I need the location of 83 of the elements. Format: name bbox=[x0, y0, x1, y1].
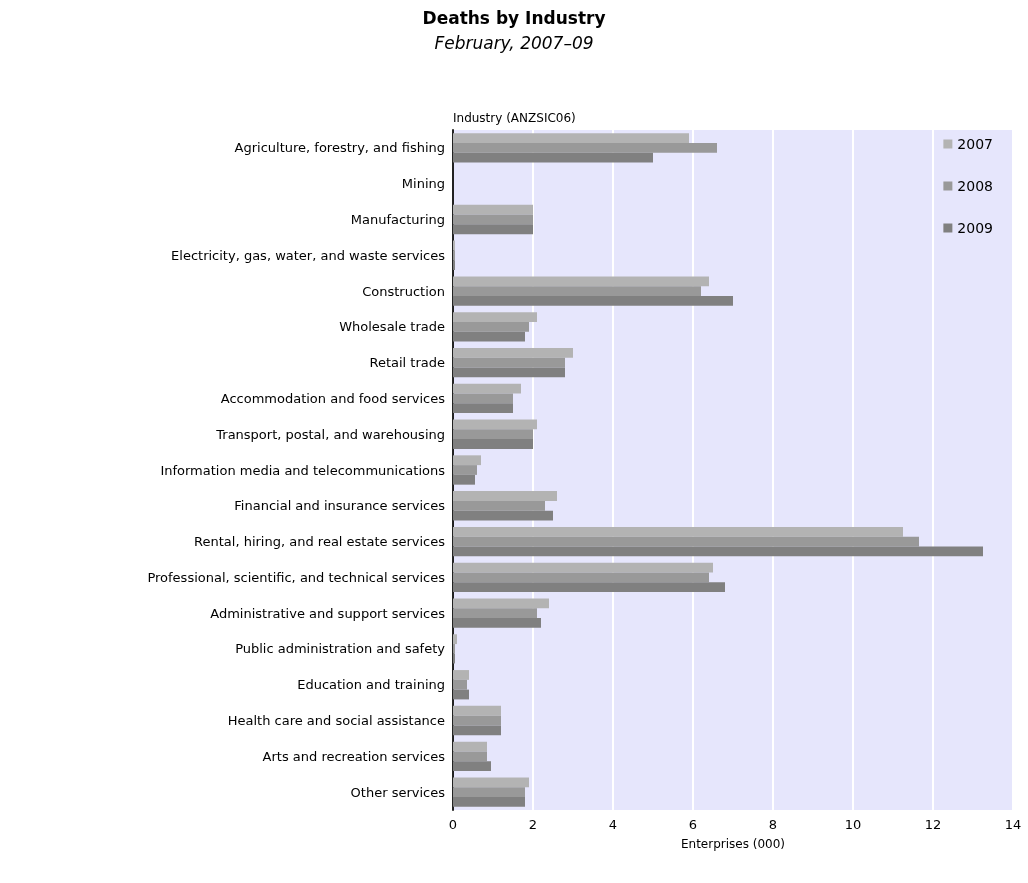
bar bbox=[453, 725, 501, 736]
x-tick-label: 14 bbox=[1004, 817, 1022, 832]
legend-label: 2008 bbox=[957, 178, 994, 194]
bar bbox=[453, 312, 537, 322]
bar bbox=[453, 214, 533, 225]
bar bbox=[453, 465, 477, 475]
bar bbox=[453, 429, 533, 440]
bar bbox=[453, 383, 521, 394]
x-axis-title: Enterprises (000) bbox=[680, 837, 786, 851]
bar bbox=[453, 546, 983, 557]
bar bbox=[453, 152, 653, 163]
y-tick-label: Electricity, gas, water, and waste services bbox=[171, 247, 446, 263]
bar bbox=[453, 634, 457, 645]
bar bbox=[453, 357, 565, 368]
bar bbox=[453, 582, 725, 593]
bar bbox=[453, 777, 529, 788]
bar bbox=[453, 491, 557, 501]
bar bbox=[453, 347, 573, 358]
bar bbox=[453, 562, 713, 573]
bar bbox=[453, 689, 469, 700]
bar bbox=[453, 133, 689, 143]
bar bbox=[453, 321, 529, 332]
bar bbox=[453, 474, 475, 485]
y-tick-label: Rental, hiring, and real estate services bbox=[194, 534, 446, 550]
bar bbox=[453, 608, 537, 619]
bar bbox=[453, 536, 919, 547]
bar bbox=[453, 403, 513, 414]
bar bbox=[453, 751, 487, 762]
y-tick-label: Administrative and support services bbox=[210, 605, 446, 621]
legend-label: 2007 bbox=[957, 136, 994, 152]
bar bbox=[453, 797, 525, 807]
x-tick-label: 2 bbox=[528, 817, 538, 832]
bar bbox=[453, 286, 701, 296]
y-tick-label: Financial and insurance services bbox=[234, 498, 446, 514]
bar bbox=[453, 670, 469, 680]
bar bbox=[453, 439, 533, 449]
chart-subtitle: February, 2007–09 bbox=[434, 32, 594, 53]
bar bbox=[453, 510, 553, 521]
legend-label: 2009 bbox=[957, 220, 994, 236]
y-axis-title: Industry (ANZSIC06) bbox=[453, 111, 576, 125]
bar bbox=[453, 276, 709, 287]
bar bbox=[453, 204, 533, 215]
bar bbox=[453, 705, 501, 716]
x-tick-label: 6 bbox=[688, 817, 698, 832]
y-tick-label: Agriculture, forestry, and fishing bbox=[234, 140, 445, 156]
x-tick-label: 8 bbox=[768, 817, 778, 832]
x-tick-label: 4 bbox=[608, 817, 618, 832]
y-tick-label: Accommodation and food services bbox=[220, 390, 446, 406]
y-tick-label: Public administration and safety bbox=[235, 641, 446, 657]
y-tick-label: Professional, scientific, and technical services bbox=[147, 569, 446, 585]
y-tick-label: Arts and recreation services bbox=[262, 748, 446, 764]
bar bbox=[453, 572, 709, 583]
y-tick-label: Education and training bbox=[297, 677, 445, 693]
bar bbox=[453, 367, 565, 378]
bar bbox=[453, 679, 467, 690]
x-tick-label: 12 bbox=[924, 817, 942, 832]
bar bbox=[453, 295, 733, 306]
bar bbox=[453, 526, 903, 537]
y-tick-label: Other services bbox=[350, 784, 446, 800]
y-tick-label: Information media and telecommunications bbox=[160, 462, 446, 478]
y-tick-label: Transport, postal, and warehousing bbox=[215, 426, 445, 442]
y-tick-label: Construction bbox=[362, 283, 445, 299]
y-tick-label: Wholesale trade bbox=[339, 319, 445, 335]
y-tick-label: Health care and social assistance bbox=[227, 713, 445, 729]
bar bbox=[453, 455, 481, 466]
bar bbox=[453, 224, 533, 235]
bar bbox=[453, 598, 549, 609]
chart-title: Deaths by Industry bbox=[422, 7, 606, 28]
bar bbox=[453, 331, 525, 342]
y-tick-label: Retail trade bbox=[369, 355, 445, 371]
x-tick-label: 0 bbox=[448, 817, 458, 832]
y-tick-label: Mining bbox=[401, 176, 445, 192]
bar bbox=[453, 143, 717, 153]
bar bbox=[453, 787, 525, 797]
bar bbox=[453, 618, 541, 628]
bar bbox=[453, 393, 513, 404]
x-tick-label: 10 bbox=[844, 817, 862, 832]
bar bbox=[453, 715, 501, 726]
bar bbox=[453, 419, 537, 430]
bar bbox=[453, 500, 545, 511]
bar bbox=[453, 741, 487, 752]
y-tick-label: Manufacturing bbox=[350, 211, 445, 227]
bar bbox=[453, 761, 491, 771]
